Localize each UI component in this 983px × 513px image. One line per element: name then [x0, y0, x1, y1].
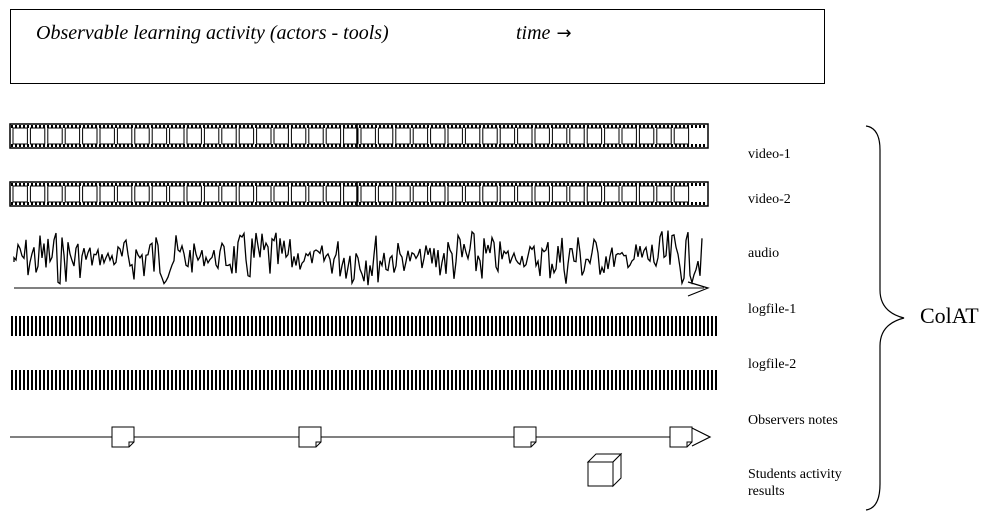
observers-notes-timeline — [10, 426, 712, 448]
track-label-students-activity-2: results — [748, 484, 785, 499]
colat-label: ColAT — [920, 303, 979, 328]
logfile-1-barcode — [11, 316, 717, 336]
header-time: time → — [516, 22, 572, 45]
track-label-audio: audio — [748, 246, 780, 261]
header-box: Observable learning activity (actors - t… — [10, 9, 825, 84]
video-1-filmstrip — [9, 123, 709, 149]
audio-waveform — [13, 230, 710, 297]
logfile-2-barcode — [11, 370, 717, 390]
time-arrow-icon: → — [556, 23, 572, 44]
track-label-logfile-1: logfile-1 — [748, 302, 797, 317]
track-label-video-2: video-2 — [748, 192, 791, 207]
results-cube-icon — [586, 452, 623, 488]
track-label-logfile-2: logfile-2 — [748, 357, 797, 372]
time-label: time — [516, 22, 551, 44]
track-label-video-1: video-1 — [748, 147, 791, 162]
header-title: Observable learning activity (actors - t… — [36, 22, 389, 44]
video-2-filmstrip — [9, 181, 709, 207]
colat-brace — [865, 125, 905, 511]
track-label-students-activity-1: Students activity — [748, 467, 842, 482]
track-label-observers-notes: Observers notes — [748, 413, 838, 428]
